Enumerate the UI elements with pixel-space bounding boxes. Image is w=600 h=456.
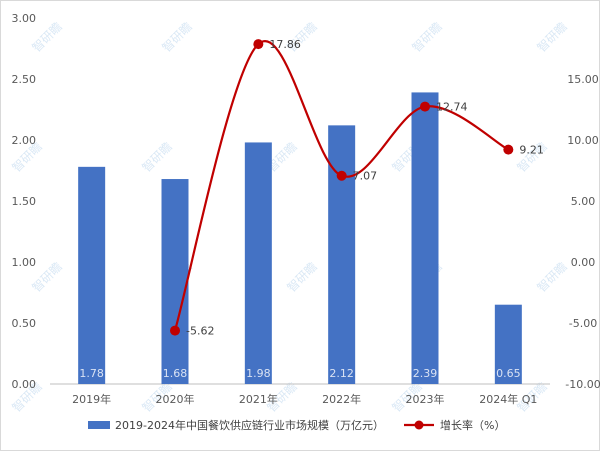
bar-value-label: 0.65 — [496, 367, 521, 380]
bar — [162, 179, 189, 384]
bar-value-label: 1.78 — [79, 367, 104, 380]
bar — [328, 125, 355, 384]
y-right-tick-label: 5.00 — [571, 195, 596, 208]
x-tick-label: 2021年 — [239, 392, 278, 406]
growth-rate-label: -5.62 — [186, 325, 214, 338]
y-left-tick-label: 2.50 — [12, 73, 37, 86]
y-right-tick-label: 15.00 — [567, 73, 599, 86]
bar-value-label: 1.98 — [246, 367, 271, 380]
growth-rate-label: 12.74 — [436, 101, 468, 114]
growth-rate-point — [420, 102, 430, 112]
y-right-tick-label: -10.00 — [565, 378, 600, 391]
y-right-tick-label: 10.00 — [567, 134, 599, 147]
legend-bar-swatch — [88, 421, 110, 429]
growth-rate-point — [170, 326, 180, 336]
bar-value-label: 1.68 — [163, 367, 188, 380]
y-left-tick-label: 1.00 — [12, 256, 37, 269]
growth-rate-point — [503, 145, 513, 155]
bar-value-label: 2.12 — [329, 367, 354, 380]
y-left-tick-label: 0.50 — [12, 317, 37, 330]
x-tick-label: 2024年 Q1 — [479, 392, 537, 406]
growth-rate-label: 9.21 — [519, 144, 544, 157]
legend-bar-label: 2019-2024年中国餐饮供应链行业市场规模（万亿元） — [115, 418, 384, 432]
y-right-tick-label: -5.00 — [569, 317, 597, 330]
bar — [412, 92, 439, 384]
growth-rate-label: 17.86 — [269, 38, 301, 51]
growth-rate-point — [253, 39, 263, 49]
growth-rate-point — [337, 171, 347, 181]
legend-line-marker — [415, 421, 424, 430]
legend-line-label: 增长率（%） — [440, 418, 505, 432]
y-right-tick-label: 0.00 — [571, 256, 596, 269]
y-left-tick-label: 2.00 — [12, 134, 37, 147]
growth-rate-label: 7.07 — [353, 170, 378, 183]
y-left-tick-label: 3.00 — [12, 12, 37, 25]
bar-value-label: 2.39 — [413, 367, 438, 380]
x-tick-label: 2023年 — [406, 392, 445, 406]
bar — [78, 167, 105, 384]
x-tick-label: 2020年 — [156, 392, 195, 406]
x-tick-label: 2019年 — [72, 392, 111, 406]
y-left-tick-label: 1.50 — [12, 195, 37, 208]
y-left-tick-label: 0.00 — [12, 378, 37, 391]
bar — [245, 142, 272, 384]
x-tick-label: 2022年 — [322, 392, 361, 406]
brand-watermark: 搜狐号@智研瞻 — [497, 6, 588, 22]
legend: 2019-2024年中国餐饮供应链行业市场规模（万亿元） 增长率（%） — [88, 418, 505, 432]
